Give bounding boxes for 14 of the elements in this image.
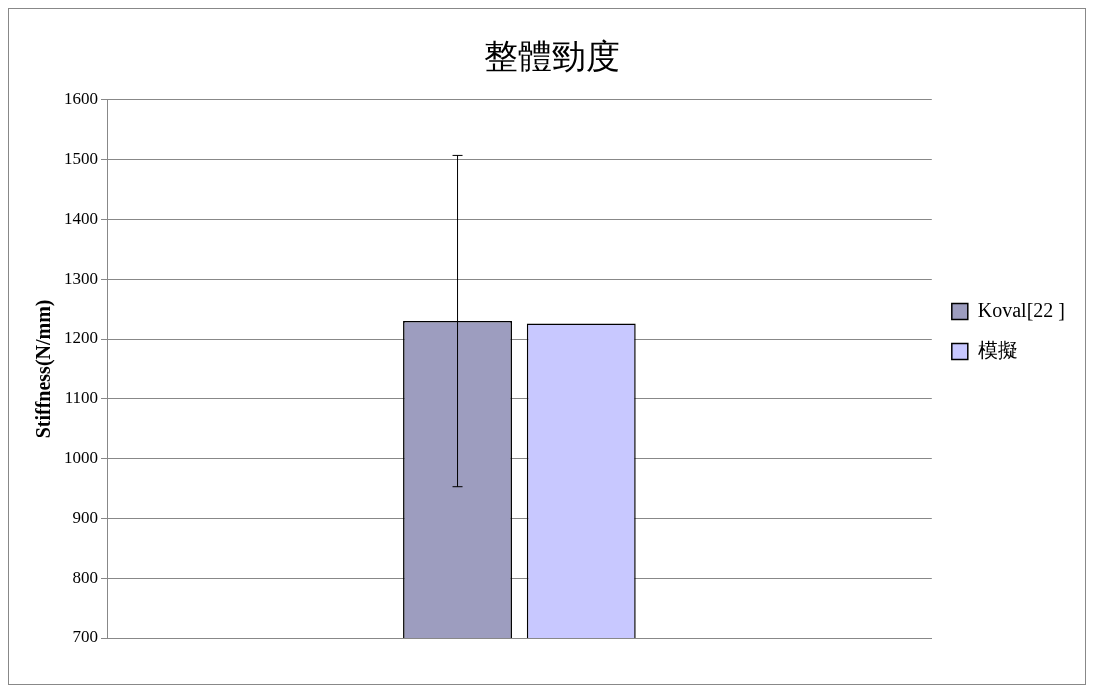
legend-label: Koval[22 ] [977,298,1066,321]
y-tick-label: 1600 [64,89,98,109]
y-tick-label: 1000 [64,448,98,468]
y-tick-label: 1200 [64,328,98,348]
y-tick-label: 700 [72,627,98,647]
legend-label: 模擬 [977,338,1018,361]
y-tick-label: 800 [72,567,98,587]
y-tick-label: 1500 [64,149,98,169]
chart-title: 整體勁度 [484,36,620,77]
y-tick-label: 1100 [64,388,98,408]
y-tick-label: 900 [72,507,98,527]
y-axis-title: Stiffness(N/mm) [32,299,56,439]
y-tick-label: 1300 [64,268,98,288]
y-tick-label: 1400 [64,208,98,228]
